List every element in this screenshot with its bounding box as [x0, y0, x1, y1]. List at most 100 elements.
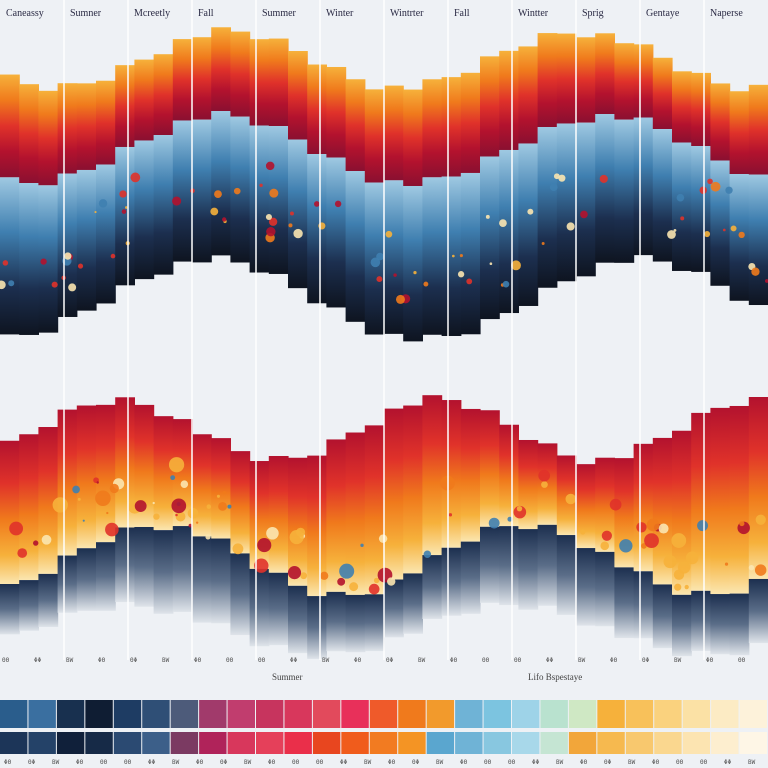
- swatch: [227, 732, 255, 754]
- scatter-dot: [748, 565, 755, 571]
- lower-warm-band-segment: [652, 437, 673, 585]
- scatter-dot: [676, 193, 685, 202]
- scatter-dot: [41, 534, 52, 545]
- swatch-strip: [0, 700, 767, 754]
- upper-cool-band-segment: [748, 174, 768, 306]
- scatter-dot: [170, 475, 176, 481]
- scatter-dot: [499, 219, 507, 228]
- swatch: [369, 700, 398, 728]
- scatter-dot: [109, 483, 119, 494]
- lower-warm-band-segment: [192, 434, 212, 537]
- scatter-dot: [269, 188, 279, 198]
- swatch: [369, 732, 398, 754]
- lower-base-band-segment: [288, 585, 308, 654]
- bottom-tick-label: ΦΘ: [76, 759, 84, 766]
- swatch: [142, 732, 170, 754]
- scatter-dot: [513, 505, 527, 519]
- upper-warm-band-segment: [268, 38, 289, 127]
- scatter-dot: [205, 534, 211, 540]
- upper-warm-band-segment: [710, 83, 731, 161]
- swatch: [597, 732, 625, 754]
- season-labels: Caneassy Sumner Mcreetly Fall Summer Winter Wi…: [6, 8, 743, 19]
- scatter-dot: [448, 513, 453, 517]
- tick-label: ΘΘ: [738, 657, 746, 664]
- swatch: [711, 700, 739, 728]
- scatter-dot: [599, 174, 608, 183]
- lower-warm-band-segment: [672, 430, 692, 595]
- bottom-tick-label: ΦΘ: [196, 759, 204, 766]
- scatter-dot: [9, 521, 24, 536]
- upper-warm-band-segment: [652, 57, 673, 130]
- lower-warm-band-segment: [19, 434, 39, 581]
- swatch: [455, 700, 483, 728]
- scatter-dot: [674, 583, 682, 591]
- swatch: [341, 700, 369, 728]
- scatter-dot: [339, 563, 355, 579]
- upper-warm-band-segment: [249, 39, 270, 126]
- lower-base-band-segment: [710, 594, 731, 655]
- bottom-tick-label: ΘΦ: [412, 759, 420, 766]
- lower-base-band-segment: [691, 590, 711, 651]
- upper-cool-band-segment: [345, 170, 366, 322]
- bottom-tick-label: BW: [436, 759, 444, 766]
- lower-base-band-segment: [518, 529, 539, 610]
- scatter-dot: [580, 210, 588, 219]
- scatter-dot: [218, 501, 227, 511]
- upper-warm-band-segment: [422, 79, 443, 178]
- lower-base-band-segment: [0, 584, 20, 635]
- upper-cool-band-segment: [211, 111, 231, 256]
- bottom-tick-label: ΘΦ: [220, 759, 228, 766]
- upper-warm-band-segment: [38, 90, 59, 186]
- scatter-dot: [175, 513, 178, 517]
- scatter-dot: [644, 533, 659, 549]
- lower-base-band-segment: [115, 527, 135, 603]
- scatter-dot: [266, 226, 276, 237]
- upper-warm-band-segment: [115, 65, 135, 147]
- column-label: Winter: [326, 8, 354, 19]
- lower-base-band-segment: [576, 548, 596, 626]
- upper-warm-band-segment: [480, 56, 500, 157]
- upper-warm-band-segment: [691, 72, 711, 147]
- bottom-tick-label: ΦΘ: [4, 759, 12, 766]
- swatch: [398, 732, 426, 754]
- column-label: Fall: [198, 8, 214, 19]
- tick-label: ΦΦ: [290, 657, 298, 664]
- tick-label: BW: [66, 657, 74, 664]
- scatter-dot: [95, 490, 111, 507]
- scatter-dot: [765, 279, 768, 283]
- bottom-tick-label: ΘΘ: [292, 759, 300, 766]
- swatch: [199, 700, 227, 728]
- scatter-dot: [334, 200, 342, 208]
- swatch: [142, 700, 170, 728]
- lower-base-band-segment: [364, 594, 385, 652]
- scatter-dot: [257, 538, 272, 553]
- lower-warm-band-segment: [595, 457, 615, 552]
- scatter-dot: [658, 523, 669, 534]
- scatter-dot: [96, 481, 99, 484]
- scatter-dot: [386, 577, 396, 586]
- lower-warm-band-segment: [268, 455, 289, 573]
- scatter-dot: [600, 541, 610, 551]
- scatter-dot: [538, 469, 551, 482]
- lower-warm-band-segment: [518, 439, 539, 530]
- tick-label: BW: [418, 657, 426, 664]
- lower-base-band-segment: [76, 548, 97, 611]
- swatch: [568, 700, 597, 728]
- upper-warm-band-segment: [19, 84, 39, 183]
- scatter-dot: [619, 539, 633, 553]
- upper-cool-band-segment: [57, 173, 78, 317]
- bottom-tick-label: BW: [244, 759, 252, 766]
- upper-cool-band-segment: [633, 117, 654, 256]
- lower-base-band-segment: [307, 596, 327, 659]
- scatter-dot: [609, 498, 622, 511]
- lower-base-band-segment: [499, 526, 519, 606]
- bottom-tick-label: ΦΘ: [268, 759, 276, 766]
- scatter-dot: [677, 561, 691, 574]
- upper-cool-band-segment: [288, 139, 308, 289]
- lower-base-band-segment: [249, 568, 270, 647]
- swatch: [711, 732, 739, 754]
- scatter-dot: [121, 209, 127, 214]
- tick-label: BW: [674, 657, 682, 664]
- scatter-dot: [153, 513, 160, 520]
